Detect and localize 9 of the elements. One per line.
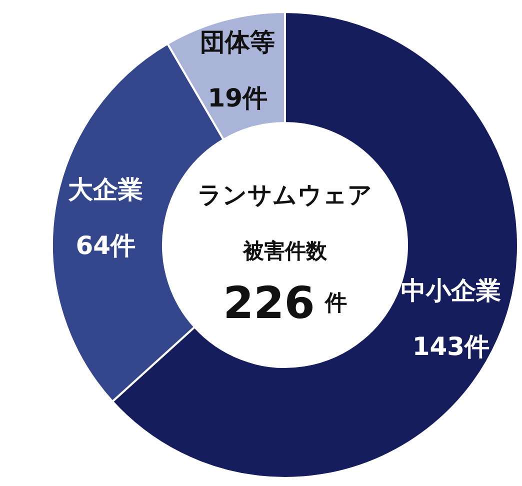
text: 226 件	[223, 278, 347, 328]
slice-label: 団体等	[200, 27, 276, 56]
data-label: 64件	[76, 230, 136, 260]
data-label: 19件	[208, 83, 268, 112]
slice-label: 中小企業	[400, 276, 501, 306]
text: 被害件数	[242, 239, 328, 263]
data-label: 143件	[412, 332, 490, 362]
slice-label: 大企業	[68, 174, 144, 204]
text: ランサムウェア	[198, 181, 372, 209]
